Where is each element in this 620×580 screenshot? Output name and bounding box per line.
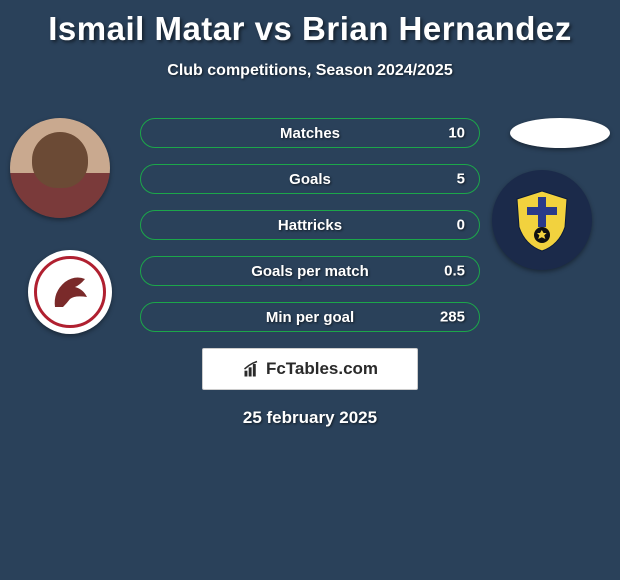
club-badge-left-ring (34, 256, 106, 328)
stat-label: Hattricks (278, 217, 342, 234)
club-badge-right (492, 170, 592, 270)
stat-row-hattricks: Hattricks 0 (140, 210, 480, 240)
falcon-icon (45, 267, 95, 317)
date-line: 25 february 2025 (0, 408, 620, 428)
player-photo-left (10, 118, 110, 218)
player-photo-right (510, 118, 610, 148)
stat-label: Matches (280, 125, 340, 142)
stat-value: 285 (440, 309, 465, 326)
brand-text: FcTables.com (266, 359, 378, 379)
stat-value: 0.5 (444, 263, 465, 280)
stat-label: Goals (289, 171, 331, 188)
stat-bars: Matches 10 Goals 5 Hattricks 0 Goals per… (140, 118, 480, 332)
stat-label: Min per goal (266, 309, 354, 326)
brand-box: FcTables.com (202, 348, 418, 390)
bar-chart-icon (242, 359, 262, 379)
page-title: Ismail Matar vs Brian Hernandez (0, 0, 620, 48)
stat-value: 10 (448, 125, 465, 142)
stat-value: 5 (457, 171, 465, 188)
stat-value: 0 (457, 217, 465, 234)
stat-row-min-per-goal: Min per goal 285 (140, 302, 480, 332)
subtitle: Club competitions, Season 2024/2025 (0, 62, 620, 80)
shield-icon (507, 185, 577, 255)
stat-row-goals: Goals 5 (140, 164, 480, 194)
stat-row-goals-per-match: Goals per match 0.5 (140, 256, 480, 286)
comparison-panel: Matches 10 Goals 5 Hattricks 0 Goals per… (0, 118, 620, 428)
stat-row-matches: Matches 10 (140, 118, 480, 148)
club-badge-left (28, 250, 112, 334)
stat-label: Goals per match (251, 263, 369, 280)
